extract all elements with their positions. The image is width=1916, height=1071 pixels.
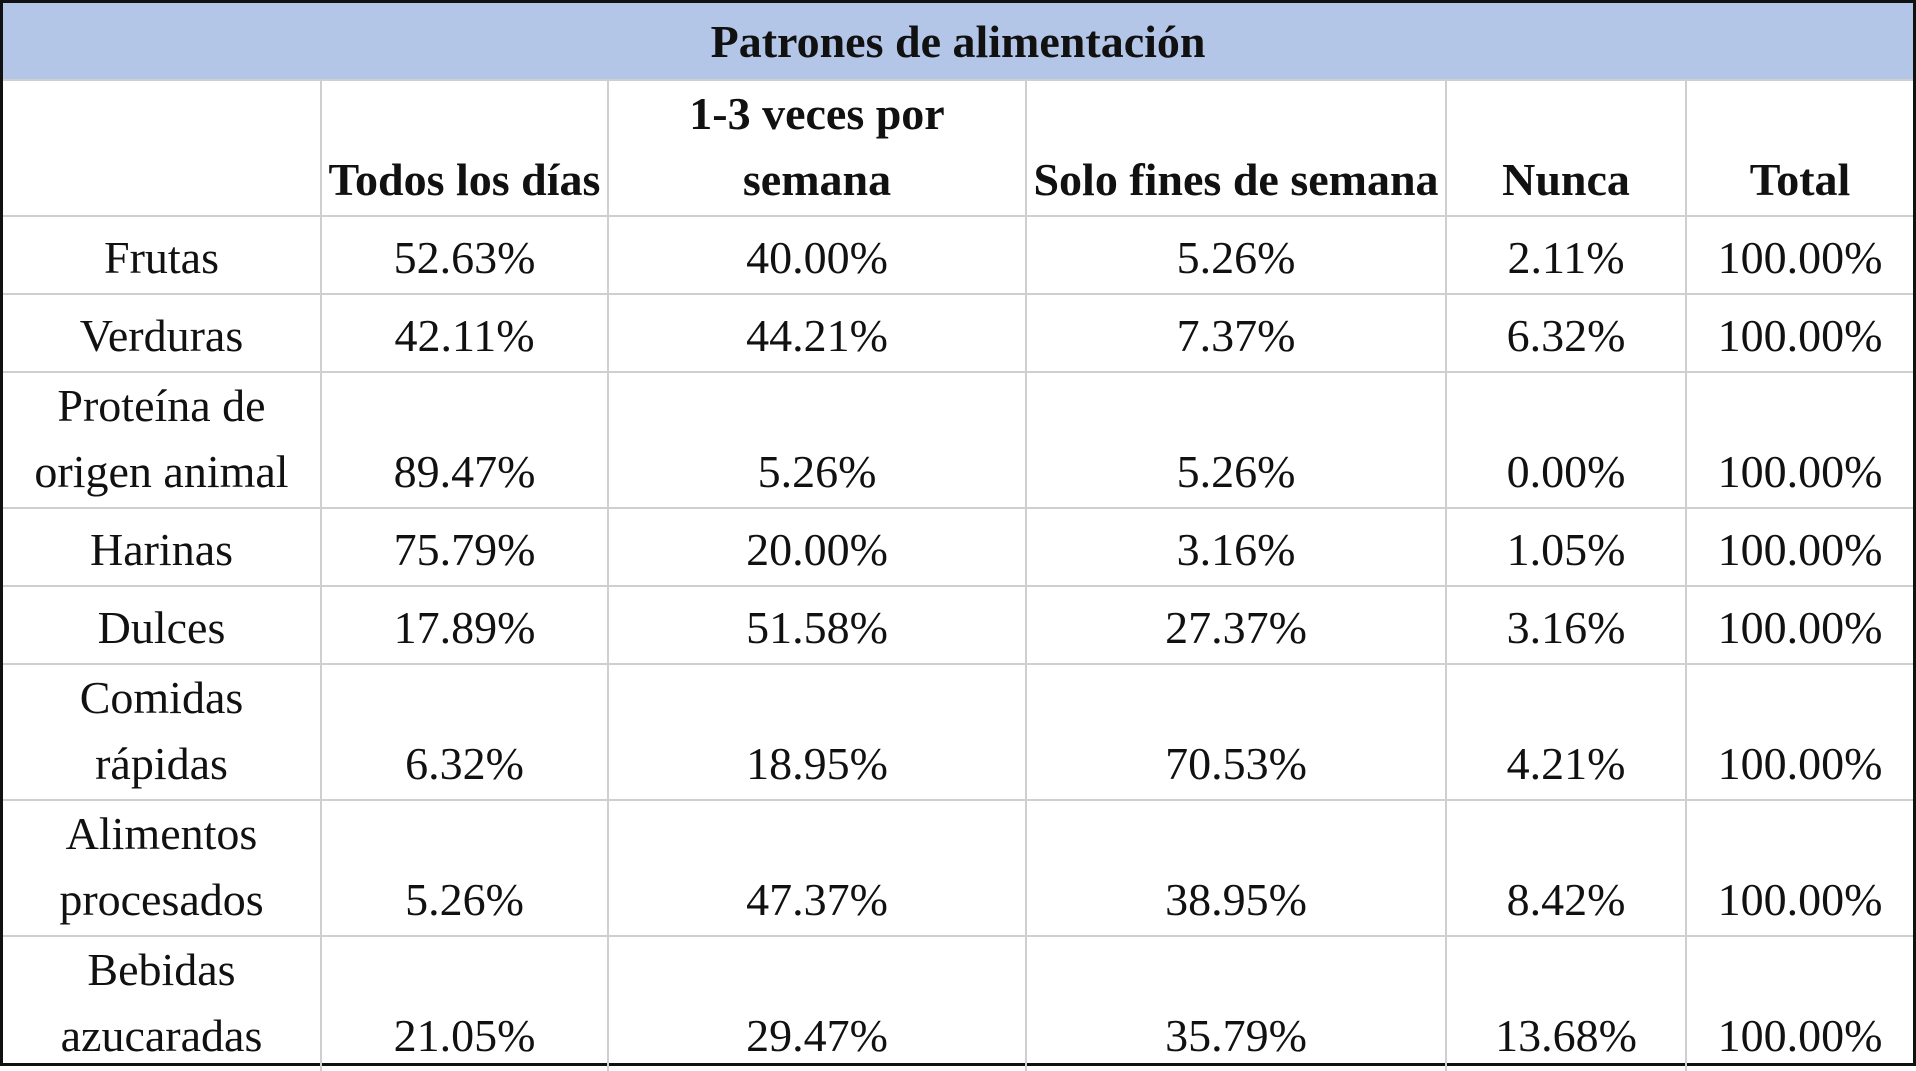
cell-value: 1.05% xyxy=(1445,507,1687,587)
cell-value: 75.79% xyxy=(320,507,609,587)
cell-value: 20.00% xyxy=(607,507,1027,587)
table-title-row: Patrones de alimentación xyxy=(3,3,1914,81)
cell-value: 17.89% xyxy=(320,585,609,665)
cell-value: 6.32% xyxy=(1445,293,1687,373)
cell-value: 51.58% xyxy=(607,585,1027,665)
table-row: Verduras 42.11% 44.21% 7.37% 6.32% 100.0… xyxy=(3,293,1914,373)
cell-value: 100.00% xyxy=(1684,663,1914,801)
cell-value: 18.95% xyxy=(607,663,1027,801)
cell-value: 4.21% xyxy=(1445,663,1687,801)
cell-value: 5.26% xyxy=(1025,371,1447,509)
cell-value: 100.00% xyxy=(1684,935,1914,1071)
cell-value: 100.00% xyxy=(1684,371,1914,509)
row-label: Comidas rápidas xyxy=(3,663,322,801)
table-row: Alimentos procesados 5.26% 47.37% 38.95%… xyxy=(3,799,1914,937)
cell-value: 29.47% xyxy=(607,935,1027,1071)
cell-value: 0.00% xyxy=(1445,371,1687,509)
cell-value: 40.00% xyxy=(607,215,1027,295)
table-row: Comidas rápidas 6.32% 18.95% 70.53% 4.21… xyxy=(3,663,1914,801)
cell-value: 89.47% xyxy=(320,371,609,509)
cell-value: 100.00% xyxy=(1684,799,1914,937)
header-nunca: Nunca xyxy=(1445,79,1687,217)
row-label: Bebidas azucaradas xyxy=(3,935,322,1071)
cell-value: 3.16% xyxy=(1025,507,1447,587)
header-todos-los-dias: Todos los días xyxy=(320,79,609,217)
eating-patterns-table: Patrones de alimentación Todos los días … xyxy=(3,3,1914,1071)
cell-value: 42.11% xyxy=(320,293,609,373)
row-label: Frutas xyxy=(3,215,322,295)
table-row: Bebidas azucaradas 21.05% 29.47% 35.79% … xyxy=(3,935,1914,1071)
row-label: Harinas xyxy=(3,507,322,587)
header-1-3-veces: 1-3 veces por semana xyxy=(607,79,1027,217)
header-empty xyxy=(3,79,322,217)
cell-value: 47.37% xyxy=(607,799,1027,937)
row-label: Proteína de origen animal xyxy=(3,371,322,509)
cell-value: 27.37% xyxy=(1025,585,1447,665)
cell-value: 5.26% xyxy=(1025,215,1447,295)
cell-value: 5.26% xyxy=(320,799,609,937)
header-fines-de-semana: Solo fines de semana xyxy=(1025,79,1447,217)
cell-value: 8.42% xyxy=(1445,799,1687,937)
table-row: Frutas 52.63% 40.00% 5.26% 2.11% 100.00% xyxy=(3,215,1914,295)
table-row: Harinas 75.79% 20.00% 3.16% 1.05% 100.00… xyxy=(3,507,1914,587)
cell-value: 5.26% xyxy=(607,371,1027,509)
cell-value: 100.00% xyxy=(1684,215,1914,295)
cell-value: 13.68% xyxy=(1445,935,1687,1071)
row-label: Dulces xyxy=(3,585,322,665)
table-row: Dulces 17.89% 51.58% 27.37% 3.16% 100.00… xyxy=(3,585,1914,665)
cell-value: 6.32% xyxy=(320,663,609,801)
cell-value: 35.79% xyxy=(1025,935,1447,1071)
table-header-row: Todos los días 1-3 veces por semana Solo… xyxy=(3,79,1914,217)
cell-value: 2.11% xyxy=(1445,215,1687,295)
cell-value: 7.37% xyxy=(1025,293,1447,373)
cell-value: 100.00% xyxy=(1684,293,1914,373)
cell-value: 52.63% xyxy=(320,215,609,295)
cell-value: 70.53% xyxy=(1025,663,1447,801)
cell-value: 3.16% xyxy=(1445,585,1687,665)
header-total: Total xyxy=(1684,79,1914,217)
cell-value: 21.05% xyxy=(320,935,609,1071)
cell-value: 38.95% xyxy=(1025,799,1447,937)
cell-value: 100.00% xyxy=(1684,507,1914,587)
table-title: Patrones de alimentación xyxy=(3,3,1914,81)
table-row: Proteína de origen animal 89.47% 5.26% 5… xyxy=(3,371,1914,509)
cell-value: 100.00% xyxy=(1684,585,1914,665)
row-label: Alimentos procesados xyxy=(3,799,322,937)
cell-value: 44.21% xyxy=(607,293,1027,373)
row-label: Verduras xyxy=(3,293,322,373)
